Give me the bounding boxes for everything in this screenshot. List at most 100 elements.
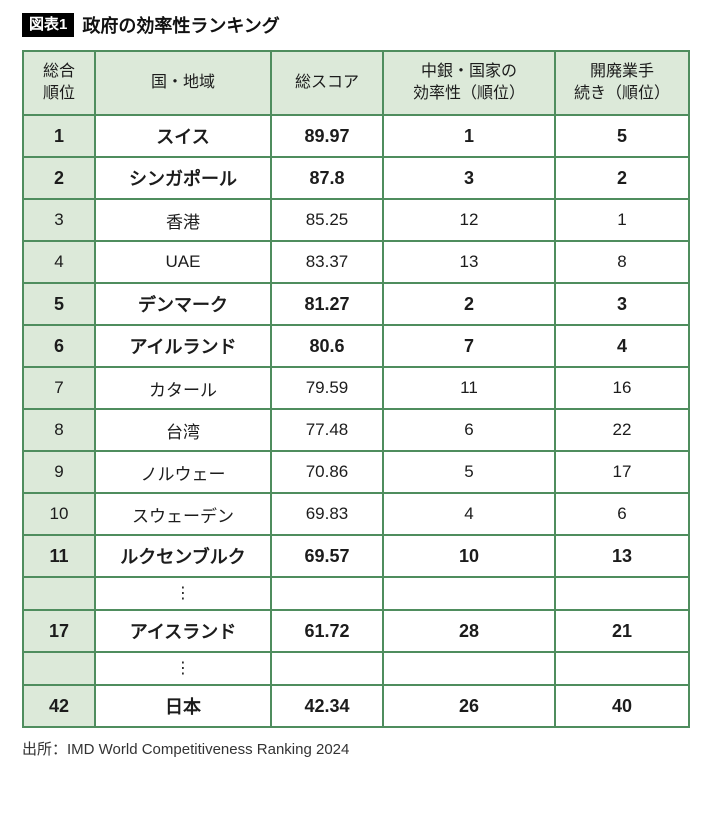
business-proc-rank-cell: 6 <box>554 492 690 536</box>
source-line: 出所：IMD World Competitiveness Ranking 202… <box>22 741 350 758</box>
ranking-table: 総合 順位 国・地域 総スコア 中銀・国家の 効率性（順位） 開廃業手 続き（順… <box>22 50 690 728</box>
country-cell: シンガポール <box>94 156 272 200</box>
country-cell: カタール <box>94 366 272 410</box>
table-row: 5 デンマーク 81.27 2 3 <box>22 282 690 326</box>
country-cell: スウェーデン <box>94 492 272 536</box>
score-cell: 79.59 <box>270 366 384 410</box>
country-cell: デンマーク <box>94 282 272 326</box>
rank-cell: 9 <box>22 450 96 494</box>
country-cell: アイスランド <box>94 609 272 653</box>
rank-cell: 4 <box>22 240 96 284</box>
business-proc-rank-cell: 1 <box>554 198 690 242</box>
rank-cell: 2 <box>22 156 96 200</box>
table-row: 9 ノルウェー 70.86 5 17 <box>22 450 690 494</box>
rank-cell <box>22 576 96 611</box>
business-proc-rank-cell <box>554 576 690 611</box>
figure-title: 政府の効率性ランキング <box>82 16 280 36</box>
table-row: 42 日本 42.34 26 40 <box>22 684 690 728</box>
central-bank-rank-cell: 28 <box>382 609 556 653</box>
country-cell: 台湾 <box>94 408 272 452</box>
business-proc-rank-cell: 16 <box>554 366 690 410</box>
table-header: 総合 順位 国・地域 総スコア 中銀・国家の 効率性（順位） 開廃業手 続き（順… <box>22 50 690 116</box>
central-bank-rank-cell: 2 <box>382 282 556 326</box>
ellipsis-row: ⋮ <box>22 651 690 686</box>
table-row: 6 アイルランド 80.6 7 4 <box>22 324 690 368</box>
central-bank-rank-cell: 13 <box>382 240 556 284</box>
score-cell <box>270 651 384 686</box>
header-row: 総合 順位 国・地域 総スコア 中銀・国家の 効率性（順位） 開廃業手 続き（順… <box>22 50 690 116</box>
score-cell: 69.83 <box>270 492 384 536</box>
business-proc-rank-cell: 22 <box>554 408 690 452</box>
table-row: 17 アイスランド 61.72 28 21 <box>22 609 690 653</box>
country-cell: UAE <box>94 240 272 284</box>
rank-cell: 17 <box>22 609 96 653</box>
col-header-total-score: 総スコア <box>270 50 384 116</box>
table-row: 11 ルクセンブルク 69.57 10 13 <box>22 534 690 578</box>
business-proc-rank-cell: 17 <box>554 450 690 494</box>
central-bank-rank-cell: 4 <box>382 492 556 536</box>
rank-cell: 5 <box>22 282 96 326</box>
rank-cell: 1 <box>22 114 96 158</box>
rank-cell: 6 <box>22 324 96 368</box>
ellipsis-row: ⋮ <box>22 576 690 611</box>
central-bank-rank-cell <box>382 576 556 611</box>
col-header-business-procedures: 開廃業手 続き（順位） <box>554 50 690 116</box>
business-proc-rank-cell: 40 <box>554 684 690 728</box>
table-row: 10 スウェーデン 69.83 4 6 <box>22 492 690 536</box>
business-proc-rank-cell: 2 <box>554 156 690 200</box>
central-bank-rank-cell: 26 <box>382 684 556 728</box>
score-cell: 80.6 <box>270 324 384 368</box>
country-cell: ルクセンブルク <box>94 534 272 578</box>
rank-cell: 11 <box>22 534 96 578</box>
col-header-central-bank-efficiency: 中銀・国家の 効率性（順位） <box>382 50 556 116</box>
score-cell: 77.48 <box>270 408 384 452</box>
col-header-country: 国・地域 <box>94 50 272 116</box>
business-proc-rank-cell: 8 <box>554 240 690 284</box>
score-cell: 69.57 <box>270 534 384 578</box>
country-cell: アイルランド <box>94 324 272 368</box>
rank-cell: 7 <box>22 366 96 410</box>
central-bank-rank-cell: 7 <box>382 324 556 368</box>
table-row: 4 UAE 83.37 13 8 <box>22 240 690 284</box>
central-bank-rank-cell <box>382 651 556 686</box>
table-row: 3 香港 85.25 12 1 <box>22 198 690 242</box>
col-header-overall-rank: 総合 順位 <box>22 50 96 116</box>
score-cell: 81.27 <box>270 282 384 326</box>
central-bank-rank-cell: 5 <box>382 450 556 494</box>
rank-cell: 3 <box>22 198 96 242</box>
figure-tag: 図表1 <box>22 13 75 37</box>
country-cell: スイス <box>94 114 272 158</box>
score-cell: 85.25 <box>270 198 384 242</box>
country-cell: ⋮ <box>94 576 272 611</box>
table-row: 7 カタール 79.59 11 16 <box>22 366 690 410</box>
score-cell: 83.37 <box>270 240 384 284</box>
business-proc-rank-cell: 4 <box>554 324 690 368</box>
rank-cell <box>22 651 96 686</box>
central-bank-rank-cell: 6 <box>382 408 556 452</box>
central-bank-rank-cell: 10 <box>382 534 556 578</box>
business-proc-rank-cell: 3 <box>554 282 690 326</box>
rank-cell: 10 <box>22 492 96 536</box>
central-bank-rank-cell: 3 <box>382 156 556 200</box>
business-proc-rank-cell: 5 <box>554 114 690 158</box>
central-bank-rank-cell: 12 <box>382 198 556 242</box>
country-cell: ⋮ <box>94 651 272 686</box>
country-cell: 日本 <box>94 684 272 728</box>
figure-header: 図表1 政府の効率性ランキング <box>22 12 688 38</box>
business-proc-rank-cell <box>554 651 690 686</box>
table-row: 2 シンガポール 87.8 3 2 <box>22 156 690 200</box>
country-cell: ノルウェー <box>94 450 272 494</box>
central-bank-rank-cell: 1 <box>382 114 556 158</box>
business-proc-rank-cell: 21 <box>554 609 690 653</box>
table-body: 1 スイス 89.97 1 5 2 シンガポール 87.8 3 2 3 香港 85.25 12 1 4 UAE 8… <box>22 114 690 728</box>
score-cell <box>270 576 384 611</box>
score-cell: 70.86 <box>270 450 384 494</box>
rank-cell: 8 <box>22 408 96 452</box>
central-bank-rank-cell: 11 <box>382 366 556 410</box>
score-cell: 42.34 <box>270 684 384 728</box>
score-cell: 61.72 <box>270 609 384 653</box>
country-cell: 香港 <box>94 198 272 242</box>
rank-cell: 42 <box>22 684 96 728</box>
business-proc-rank-cell: 13 <box>554 534 690 578</box>
